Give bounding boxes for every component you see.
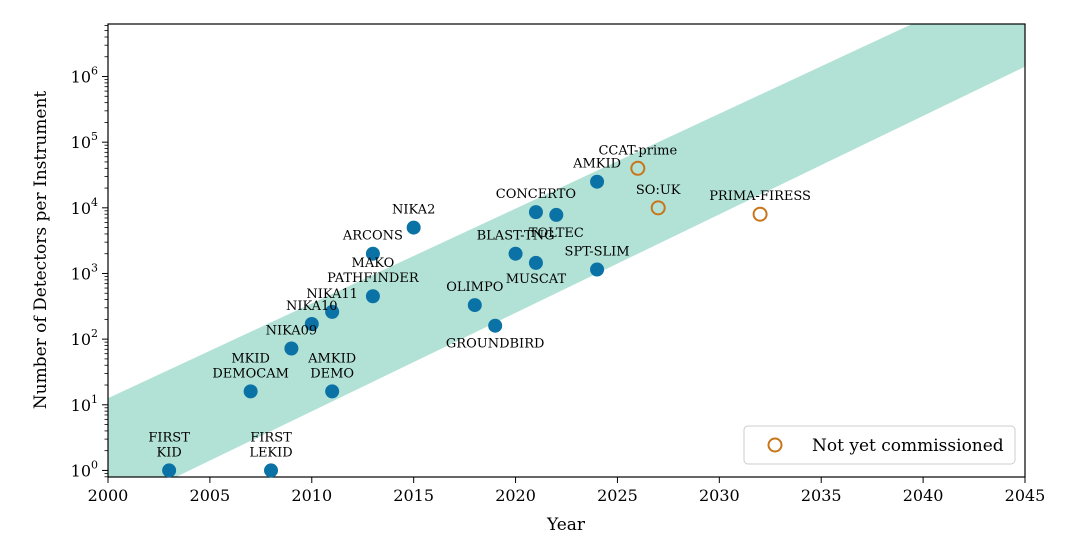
- point-prima-firess: [752, 206, 768, 222]
- point-label-prima-firess: PRIMA-FIRESS: [709, 189, 811, 204]
- y-axis-title: Number of Detectors per Instrument: [31, 91, 51, 410]
- x-tick-label: 2035: [801, 486, 842, 505]
- point-label-spt-slim: SPT-SLIM: [565, 244, 630, 259]
- y-tick-label: 100: [71, 458, 98, 480]
- point-label-so-uk: SO:UK: [636, 183, 681, 198]
- point-nika09: [284, 341, 299, 356]
- legend-marker-open-circle: [767, 437, 783, 453]
- x-tick-label: 2030: [699, 486, 740, 505]
- point-label-mkid-democam: MKID DEMOCAM: [212, 351, 289, 381]
- point-label-olimpo: OLIMPO: [446, 280, 503, 295]
- point-label-mako-pathfinder: MAKO PATHFINDER: [327, 256, 420, 286]
- point-olimpo: [467, 298, 482, 313]
- point-label-nika2: NIKA2: [392, 203, 435, 218]
- x-tick-label: 2045: [1005, 486, 1046, 505]
- point-label-first-lekid: FIRST LEKID: [249, 430, 292, 460]
- point-label-nika11: NIKA11: [306, 287, 358, 302]
- point-toltec: [549, 207, 564, 222]
- point-amkid: [590, 174, 605, 189]
- point-nika2: [406, 220, 421, 235]
- point-label-concerto: CONCERTO: [496, 187, 576, 202]
- y-tick-label: 106: [71, 65, 98, 87]
- point-mako-pathfinder: [365, 289, 380, 304]
- point-label-nika09: NIKA09: [266, 323, 318, 338]
- legend-box: [743, 425, 1016, 465]
- point-ccat-prime: [630, 160, 646, 176]
- point-amkid-demo: [325, 384, 340, 399]
- point-so-uk: [650, 200, 666, 216]
- point-spt-slim: [590, 262, 605, 277]
- y-tick-label: 104: [71, 196, 98, 218]
- point-nika11: [325, 304, 340, 319]
- y-tick-label: 103: [71, 261, 98, 283]
- point-mkid-democam: [243, 384, 258, 399]
- x-tick-label: 2000: [88, 486, 129, 505]
- point-nika10: [304, 317, 319, 332]
- point-muscat: [528, 255, 543, 270]
- x-tick-label: 2005: [190, 486, 231, 505]
- x-tick-label: 2020: [495, 486, 536, 505]
- x-tick-label: 2015: [393, 486, 434, 505]
- point-label-first-kid: FIRST KID: [148, 430, 190, 460]
- legend: Not yet commissioned: [743, 425, 1016, 465]
- y-tick-label: 101: [71, 393, 98, 415]
- point-label-ccat-prime: CCAT-prime: [598, 143, 677, 158]
- point-label-blast-tng: BLAST-TNG: [477, 229, 555, 244]
- point-label-nika10: NIKA10: [286, 299, 338, 314]
- x-tick-label: 2010: [291, 486, 332, 505]
- point-first-lekid: [264, 463, 279, 478]
- point-label-amkid: AMKID: [572, 157, 621, 172]
- point-label-amkid-demo: AMKID DEMO: [307, 351, 356, 381]
- point-label-groundbird: GROUNDBIRD: [446, 337, 544, 352]
- x-tick-label: 2025: [597, 486, 638, 505]
- legend-label-not-yet-commissioned: Not yet commissioned: [812, 436, 1004, 456]
- point-label-toltec: TOLTEC: [529, 226, 584, 241]
- point-groundbird: [488, 318, 503, 333]
- trend-band: [108, 24, 1025, 477]
- y-tick-label: 105: [71, 130, 98, 152]
- point-label-muscat: MUSCAT: [506, 272, 567, 287]
- x-axis-title: Year: [546, 515, 586, 535]
- x-tick-label: 2040: [903, 486, 944, 505]
- point-first-kid: [162, 463, 177, 478]
- plot-frame: [107, 23, 1026, 478]
- point-blast-tng: [508, 246, 523, 261]
- point-concerto: [528, 205, 543, 220]
- y-tick-label: 102: [71, 327, 98, 349]
- point-arcons: [365, 246, 380, 261]
- point-label-arcons: ARCONS: [342, 229, 403, 244]
